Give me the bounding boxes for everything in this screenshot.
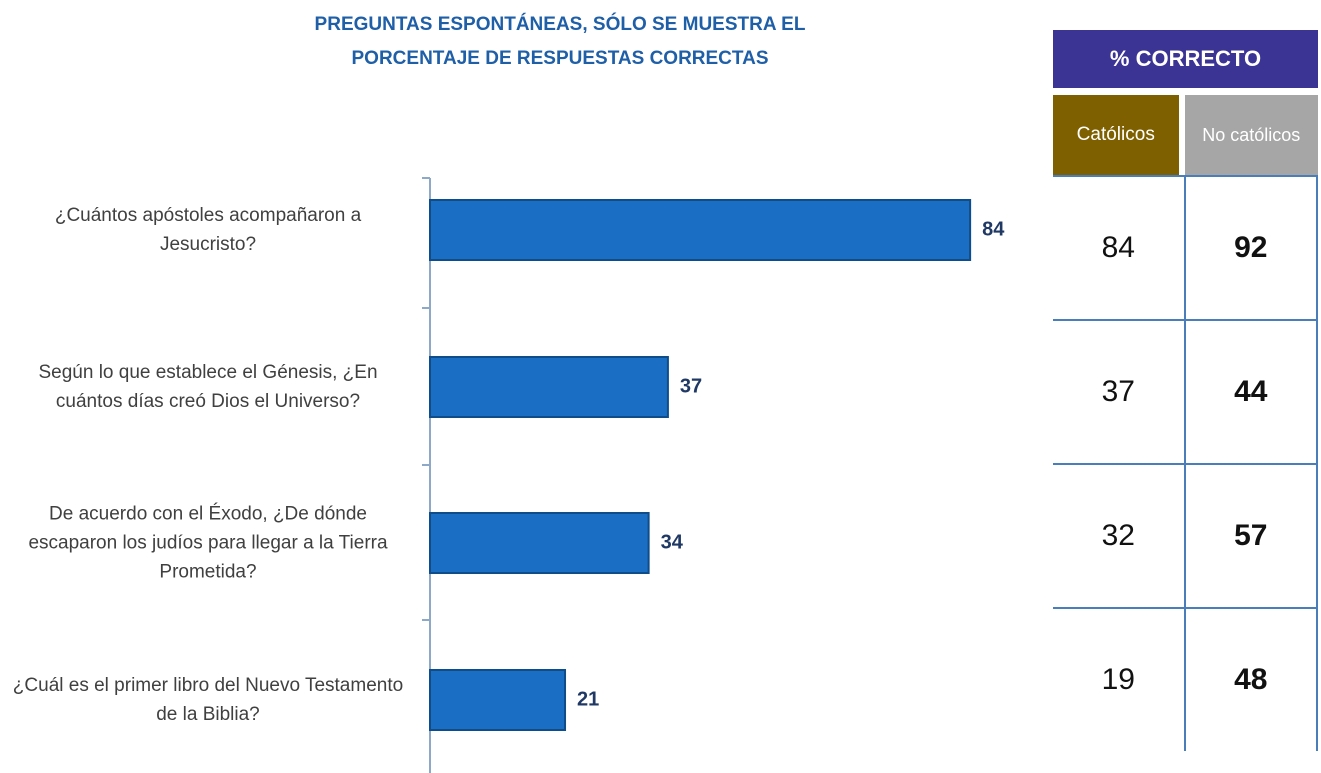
- column-header: No católicos: [1184, 95, 1318, 175]
- value-label: 34: [661, 531, 684, 553]
- chart: 84 37 34 21: [422, 177, 1005, 773]
- table-row: 37 44: [1053, 321, 1316, 465]
- table-cell: 57: [1183, 465, 1317, 607]
- table-cell: 92: [1183, 177, 1317, 319]
- category-label: ¿Cuál es el primer libro del Nuevo Testa…: [12, 675, 404, 725]
- table: % CORRECTO Católicos No católicos 84 92 37…: [1053, 30, 1318, 751]
- value-label: 21: [577, 688, 599, 710]
- column-header: Católicos: [1053, 95, 1179, 175]
- table-row: 84 92: [1053, 177, 1316, 321]
- table-cell: 44: [1183, 321, 1317, 463]
- table-cell: 48: [1183, 609, 1317, 751]
- table-cell: 32: [1101, 519, 1135, 552]
- table-header: Católicos No católicos: [1053, 95, 1318, 175]
- category-label: ¿Cuántos apóstoles acompañaron a Jesucri…: [54, 205, 362, 255]
- value-label: 84: [982, 218, 1005, 240]
- table-body: 84 92 37 44 32 57 19 48: [1053, 175, 1318, 751]
- category-label: De acuerdo con el Éxodo, ¿De dónde escap…: [28, 503, 388, 583]
- bar: [429, 356, 669, 418]
- table-title: % CORRECTO: [1053, 30, 1318, 88]
- table-cell: 37: [1101, 375, 1135, 408]
- table-row: 19 48: [1053, 609, 1316, 751]
- bar: [429, 669, 567, 731]
- chart-title: PREGUNTAS ESPONTÁNEAS, SÓLO SE MUESTRA E…: [314, 14, 806, 69]
- bar: [429, 199, 972, 261]
- bar: [429, 512, 650, 574]
- value-label: 37: [680, 375, 702, 397]
- category-label: Según lo que establece el Génesis, ¿En c…: [38, 362, 378, 412]
- table-cell: 19: [1101, 663, 1135, 696]
- table-row: 32 57: [1053, 465, 1316, 609]
- table-cell: 84: [1101, 231, 1135, 264]
